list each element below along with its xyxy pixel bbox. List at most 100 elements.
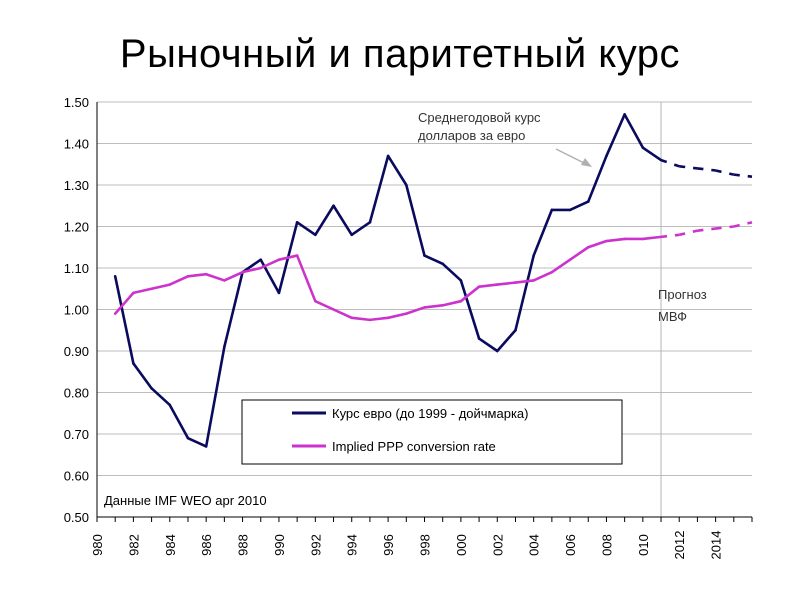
series-1-segment <box>350 316 372 322</box>
series-0-segment <box>641 146 663 162</box>
y-tick-label: 1.00 <box>64 303 89 318</box>
series-1-segment <box>132 287 153 295</box>
series-0-segment <box>386 154 408 187</box>
x-tick-label: 984 <box>163 534 178 556</box>
series-1-segment <box>733 221 753 228</box>
series-1-segment <box>295 254 317 303</box>
series-0-segment <box>495 328 517 353</box>
series-1-segment <box>368 316 390 322</box>
series-0-segment <box>441 262 463 282</box>
series-0-segment <box>532 208 554 257</box>
series-0-segment <box>204 345 226 448</box>
series-1-segment <box>277 254 299 262</box>
series-1-segment <box>678 229 698 237</box>
x-tick-label: 982 <box>126 534 141 556</box>
x-tick-label: 008 <box>599 534 614 556</box>
series-1-segment <box>223 270 244 282</box>
series-1-segment <box>259 258 281 270</box>
series-0-segment <box>314 204 335 237</box>
series-1-segment <box>532 270 554 282</box>
series-1-segment <box>605 237 626 243</box>
series-1-segment <box>441 299 463 307</box>
series-0-segment <box>477 337 499 353</box>
x-tick-label: 010 <box>636 534 651 556</box>
annotation-forecast-line1: Прогноз <box>658 287 707 302</box>
annotation-avg-rate-line2: долларов за евро <box>418 128 525 143</box>
axes <box>96 102 753 522</box>
series-0-segment <box>332 204 354 237</box>
x-tick-label: 996 <box>381 534 396 556</box>
x-tick-label: 988 <box>236 534 251 556</box>
series-1-segment <box>495 281 517 286</box>
series-1-segment <box>586 239 608 249</box>
series-0-segment <box>605 113 626 158</box>
x-tick-label: 980 <box>90 534 105 556</box>
y-tick-label: 0.70 <box>64 427 89 442</box>
y-tick-label: 0.60 <box>64 469 89 484</box>
page-title: Рыночный и паритетный курс <box>119 32 681 76</box>
series-1 <box>113 221 753 322</box>
series-0-segment <box>459 279 481 340</box>
x-tick-label: 992 <box>308 534 323 556</box>
x-tick-label: 004 <box>527 534 542 556</box>
series-0-segment <box>660 158 680 168</box>
series-1-segment <box>641 235 663 241</box>
annotation-avg-rate-line1: Среднегодовой курс <box>418 110 541 125</box>
series-0-segment <box>132 362 153 390</box>
series-0-segment <box>568 200 590 212</box>
series-1-segment <box>186 272 208 278</box>
series-1-segment <box>204 272 226 282</box>
series-1-segment <box>459 285 481 303</box>
series-1-segment <box>150 283 172 291</box>
series-1-segment <box>332 308 354 320</box>
series-0-segment <box>295 221 317 237</box>
series-1-segment <box>568 245 590 262</box>
series-1-segment <box>405 306 426 315</box>
series-1-segment <box>697 227 716 232</box>
x-tick-label: 2014 <box>709 531 724 560</box>
y-tick-label: 1.50 <box>64 95 89 110</box>
series-1-segment <box>550 258 572 274</box>
y-tick-label: 1.20 <box>64 220 89 235</box>
series-1-segment <box>423 304 444 309</box>
y-tick-label: 0.80 <box>64 386 89 401</box>
x-tick-label: 994 <box>345 534 360 556</box>
legend-box <box>241 399 623 465</box>
series-layer <box>113 113 753 448</box>
series-1-segment <box>514 279 535 284</box>
series-1-segment <box>314 299 335 311</box>
annotation-forecast-line2: МВФ <box>658 309 687 324</box>
series-1-segment <box>715 225 734 230</box>
legend: Курс евро (до 1999 - дойчмарка) Implied … <box>241 399 623 465</box>
x-tick-label: 006 <box>563 534 578 556</box>
series-1-segment <box>113 291 135 315</box>
series-0-segment <box>168 403 190 440</box>
series-0 <box>113 113 753 448</box>
series-0-segment <box>623 113 645 149</box>
series-1-segment <box>386 312 408 320</box>
x-tick-label: 986 <box>199 534 214 556</box>
series-0-segment <box>733 173 753 178</box>
x-tick-label: 2012 <box>672 531 687 560</box>
series-1-segment <box>168 274 190 286</box>
x-tick-label: 000 <box>454 534 469 556</box>
series-0-segment <box>223 270 244 349</box>
y-tick-label: 1.40 <box>64 137 89 152</box>
series-0-segment <box>350 221 372 237</box>
series-0-segment <box>697 167 716 172</box>
series-1-segment <box>660 233 680 239</box>
x-tick-labels: 980 982 984 986 988 990 992 994 996 998 000 002 004 0… <box>90 531 724 560</box>
series-1-segment <box>477 283 499 288</box>
y-tick-labels: 1.50 1.40 1.30 1.20 1.10 1.00 0.90 0.80 0.70 0.60… <box>64 95 89 525</box>
legend-label-ppp: Implied PPP conversion rate <box>332 439 496 454</box>
series-0-segment <box>186 436 208 448</box>
series-0-segment <box>368 154 390 224</box>
series-0-segment <box>405 183 426 257</box>
series-0-segment <box>241 258 263 274</box>
legend-label-kurs: Курс евро (до 1999 - дойчмарка) <box>332 406 529 421</box>
series-0-segment <box>113 274 135 365</box>
x-tick-label: 998 <box>418 534 433 556</box>
series-0-segment <box>150 387 172 407</box>
series-0-segment <box>514 254 535 332</box>
